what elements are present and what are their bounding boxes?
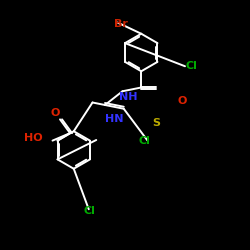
Text: HO: HO — [24, 133, 42, 143]
Text: NH: NH — [119, 92, 138, 102]
Text: Cl: Cl — [185, 61, 197, 71]
Text: O: O — [50, 108, 59, 118]
Text: Cl: Cl — [84, 206, 96, 216]
Text: Br: Br — [114, 19, 128, 29]
Text: S: S — [152, 118, 160, 128]
Text: HN: HN — [105, 114, 124, 124]
Text: Cl: Cl — [139, 136, 150, 146]
Text: O: O — [178, 96, 187, 106]
